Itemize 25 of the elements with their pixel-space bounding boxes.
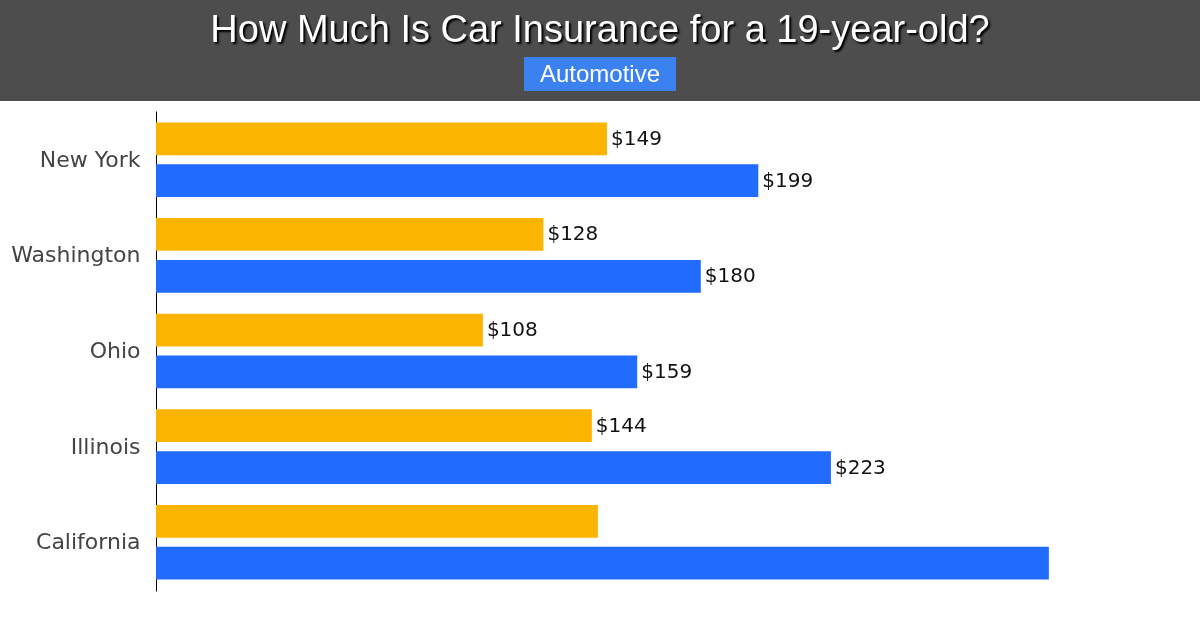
bar [156,313,483,347]
y-tick-label: California [36,529,141,555]
data-label: $199 [762,167,814,192]
data-label: $128 [547,221,599,246]
bar [156,409,592,443]
data-label: $180 [704,263,756,288]
bar [156,451,831,484]
y-tick-label: Washington [11,242,141,268]
data-label: $144 [595,412,647,437]
y-tick-label: Illinois [70,433,141,459]
text: Automotive [523,57,677,91]
y-tick-label: Ohio [89,338,141,363]
bar [156,259,701,293]
data-label: $159 [641,358,693,383]
bar [156,504,598,538]
data-label: $149 [610,125,662,150]
bar [156,122,607,156]
y-tick-label: New York [39,146,141,172]
bar [156,218,544,251]
bar [156,164,759,198]
data-label: $108 [486,317,538,342]
bar [156,355,638,389]
bar [156,546,1049,580]
chart-title: How Much Is Car Insurance for a 19-year-old? [209,8,991,51]
data-label: $223 [834,454,886,479]
